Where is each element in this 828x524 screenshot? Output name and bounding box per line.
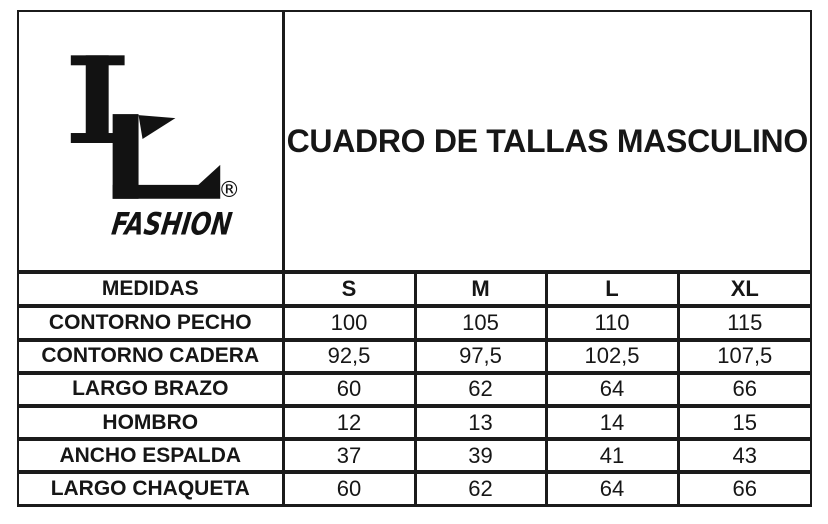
header-size-l: L: [544, 270, 680, 309]
table-row-largo-chaqueta: LARGO CHAQUETA 60 62 64 66: [17, 470, 813, 508]
measure-label: LARGO BRAZO: [17, 370, 285, 408]
value-xl: 66: [676, 470, 813, 508]
logo-registered-icon: ®: [218, 178, 240, 203]
logo-cell: ® FASHION: [17, 9, 285, 275]
table-row-contorno-cadera: CONTORNO CADERA 92,5 97,5 102,5 107,5: [17, 337, 813, 375]
header-size-m: M: [413, 270, 548, 309]
header-medidas: MEDIDAS: [17, 270, 285, 309]
table-row-hombro: HOMBRO 12 13 14 15: [17, 403, 813, 442]
logo-letter-l1: [70, 55, 128, 144]
value-s: 37: [281, 437, 417, 475]
value-m: 62: [413, 370, 548, 408]
size-chart-table: ® FASHION CUADRO DE TALLAS MASCULINO MED…: [17, 9, 813, 508]
brand-logo: ® FASHION: [70, 55, 240, 243]
logo-wordmark: FASHION: [109, 207, 234, 243]
value-l: 64: [544, 470, 680, 508]
measure-label: CONTORNO CADERA: [17, 337, 285, 375]
page-title: CUADRO DE TALLAS MASCULINO: [286, 122, 809, 159]
value-xl: 107,5: [676, 337, 813, 375]
measure-label: CONTORNO PECHO: [17, 304, 285, 342]
value-s: 60: [281, 370, 417, 408]
value-l: 64: [544, 370, 680, 408]
header-row: MEDIDAS S M L XL: [17, 270, 813, 309]
value-l: 110: [544, 304, 680, 342]
value-xl: 115: [676, 304, 813, 342]
value-s: 12: [281, 403, 417, 442]
top-section-row: ® FASHION CUADRO DE TALLAS MASCULINO: [17, 9, 813, 275]
value-l: 102,5: [544, 337, 680, 375]
measure-label: ANCHO ESPALDA: [17, 437, 285, 475]
value-m: 105: [413, 304, 548, 342]
title-cell: CUADRO DE TALLAS MASCULINO: [281, 9, 813, 275]
value-xl: 43: [676, 437, 813, 475]
table-row-contorno-pecho: CONTORNO PECHO 100 105 110 115: [17, 304, 813, 342]
header-size-s: S: [281, 270, 417, 309]
value-l: 14: [544, 403, 680, 442]
value-m: 39: [413, 437, 548, 475]
table-row-largo-brazo: LARGO BRAZO 60 62 64 66: [17, 370, 813, 408]
value-l: 41: [544, 437, 680, 475]
table-row-ancho-espalda: ANCHO ESPALDA 37 39 41 43: [17, 437, 813, 475]
measure-label: LARGO CHAQUETA: [17, 470, 285, 508]
value-m: 62: [413, 470, 548, 508]
value-s: 100: [281, 304, 417, 342]
header-size-xl: XL: [676, 270, 813, 309]
value-s: 92,5: [281, 337, 417, 375]
measure-label: HOMBRO: [17, 403, 285, 442]
value-m: 97,5: [413, 337, 548, 375]
value-xl: 15: [676, 403, 813, 442]
value-xl: 66: [676, 370, 813, 408]
value-s: 60: [281, 470, 417, 508]
value-m: 13: [413, 403, 548, 442]
logo-letter-l2: [112, 114, 220, 199]
